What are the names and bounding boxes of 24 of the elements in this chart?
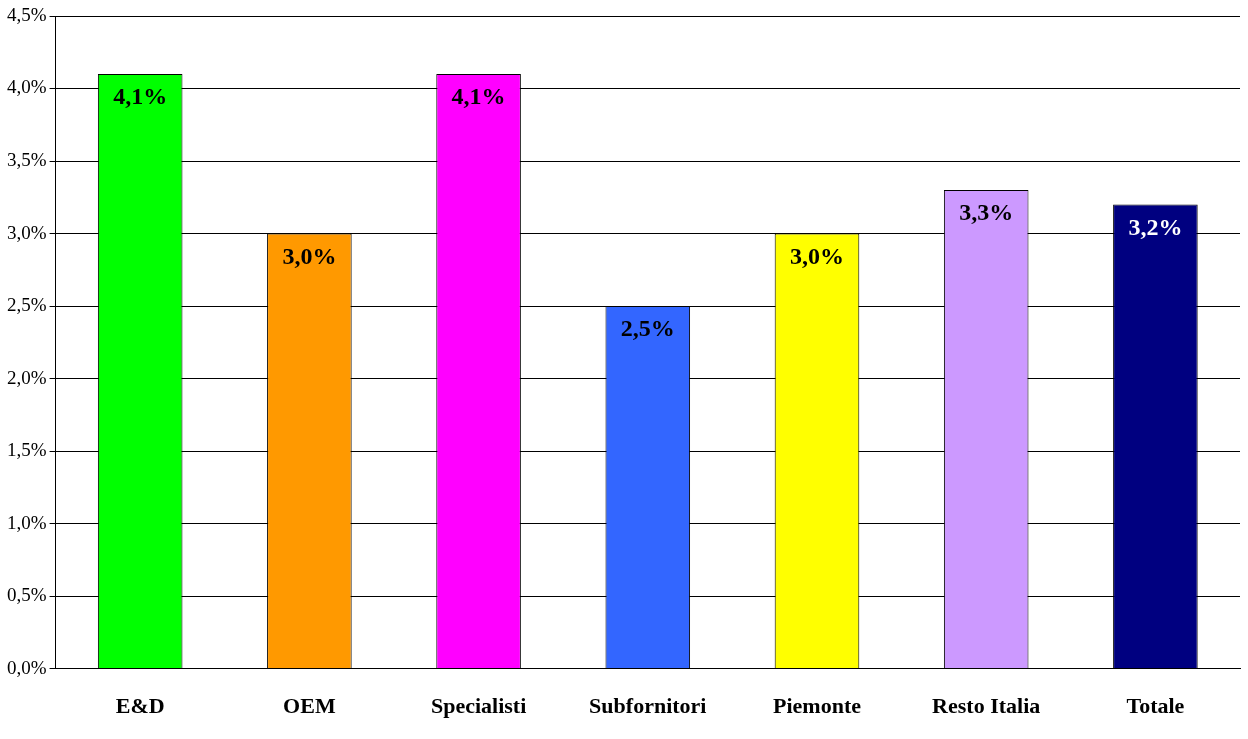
x-tick-label: OEM [283, 693, 336, 719]
data-label: 3,2% [1128, 213, 1183, 240]
y-tick-label: 2,5% [7, 294, 47, 316]
y-tick-label: 1,5% [7, 439, 47, 461]
x-tick-label: Specialisti [430, 693, 527, 719]
x-tick-label: Totale [1126, 693, 1185, 719]
y-tick-label: 3,5% [7, 149, 47, 171]
x-tick-label: Piemonte [773, 693, 862, 719]
data-label: 4,1% [451, 83, 506, 110]
data-label: 3,0% [282, 242, 337, 269]
x-tick-label: E&D [115, 693, 165, 719]
data-label: 2,5% [620, 315, 675, 342]
y-tick-label: 3,0% [7, 221, 47, 243]
y-tick-label: 4,5% [7, 3, 47, 25]
x-tick-label: Resto Italia [932, 693, 1041, 719]
data-label: 3,3% [959, 199, 1014, 226]
y-tick-label: 1,0% [7, 511, 47, 533]
y-tick-label: 0,5% [7, 584, 47, 606]
data-label: 4,1% [113, 83, 168, 110]
x-tick-label: Subfornitori [589, 693, 707, 719]
y-tick-label: 0,0% [7, 656, 47, 678]
y-tick-label: 2,0% [7, 366, 47, 388]
y-tick-label: 4,0% [7, 76, 47, 98]
data-label: 3,0% [789, 242, 844, 269]
